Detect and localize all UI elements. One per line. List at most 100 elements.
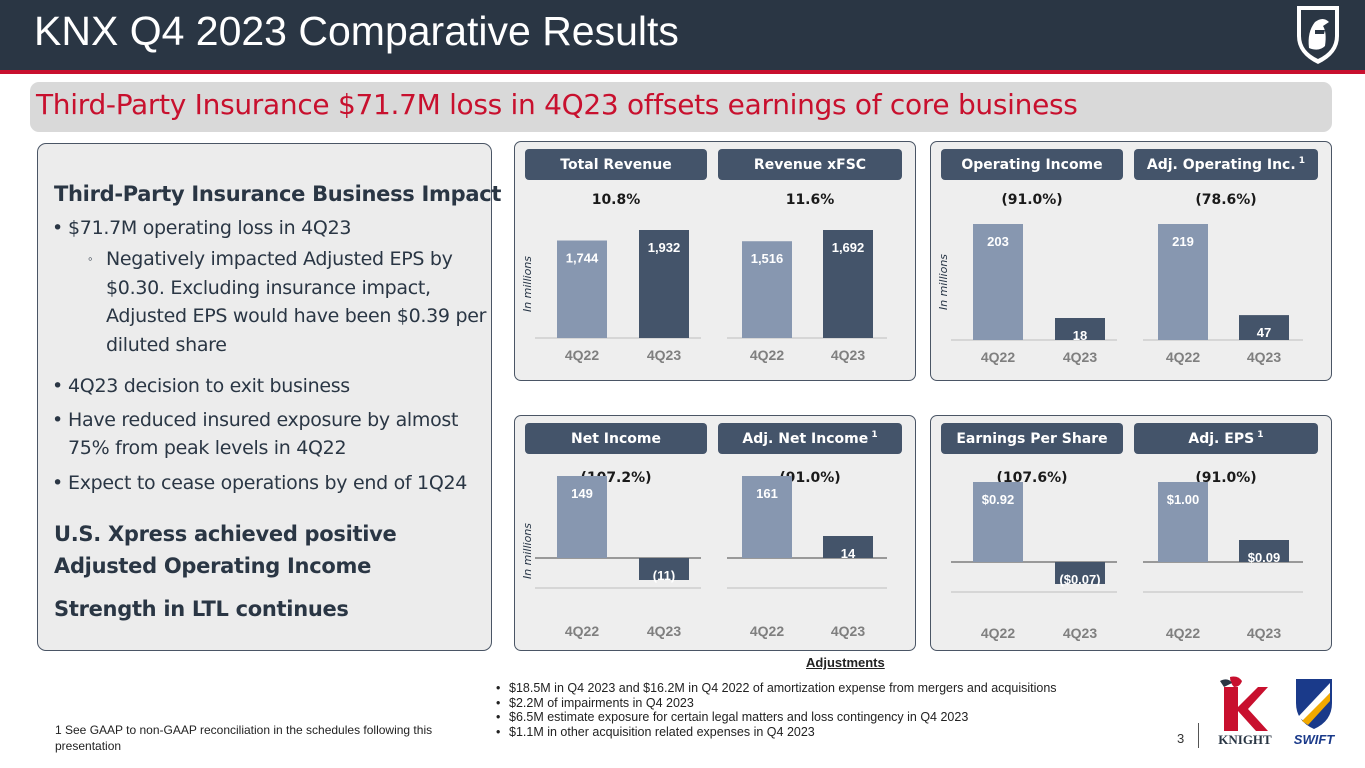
adj-operating-inc-header	[1134, 149, 1318, 180]
net-income-bar	[557, 476, 607, 558]
total-revenue-tick-label: 4Q22	[565, 347, 599, 363]
adj-eps-data-label: $1.00	[1167, 492, 1200, 507]
ltl-heading: Strength in LTL continues	[54, 597, 349, 621]
adj-operating-inc-tick-label: 4Q22	[1166, 349, 1200, 365]
net-income-bar	[639, 558, 689, 580]
operating-income-bar	[1055, 318, 1105, 340]
adjustment-item: $1.1M in other acquisition related expen…	[496, 725, 1057, 740]
adj-operating-inc-change: (78.6%)	[1195, 192, 1256, 208]
net-income-tick-label: 4Q22	[565, 623, 599, 639]
page-number: 3	[1177, 731, 1185, 746]
title-bar: KNX Q4 2023 Comparative Results	[0, 0, 1365, 70]
page-title: KNX Q4 2023 Comparative Results	[34, 8, 679, 54]
adjustments-title: Adjustments	[806, 655, 885, 670]
impact-heading: Third-Party Insurance Business Impact	[54, 182, 502, 206]
usx-heading: U.S. Xpress achieved positive Adjusted O…	[54, 522, 397, 578]
revenue-charts: In millions Total Revenue 10.8% 1,744 4Q22 1,…	[521, 149, 902, 363]
adj-operating-inc-bar	[1239, 315, 1289, 340]
bullet-reduced-exposure: Have reduced insured exposure by almost …	[52, 406, 483, 462]
adj-eps-tick-label: 4Q23	[1247, 625, 1281, 641]
adjustment-item: $6.5M estimate exposure for certain lega…	[496, 710, 1057, 725]
adj-eps-header	[1134, 423, 1318, 454]
adj-net-income-data-label: 14	[841, 546, 856, 561]
insurance-impact-panel: Third-Party Insurance Business Impact $7…	[37, 143, 501, 651]
adj-net-income-title: Adj. Net Income 1	[742, 430, 877, 447]
adj-eps-footnote-marker: 1	[1254, 430, 1263, 440]
total-revenue-data-label: 1,932	[648, 240, 681, 255]
subtitle-banner: Third-Party Insurance $71.7M loss in 4Q2…	[30, 82, 1332, 132]
y-axis-label: In millions	[521, 256, 534, 312]
adj-net-income-change: (91.0%)	[779, 470, 840, 486]
adj-operating-inc-tick-label: 4Q23	[1247, 349, 1281, 365]
earnings-per-share-tick-label: 4Q22	[981, 625, 1015, 641]
net-income-title: Net Income	[571, 431, 661, 447]
revenue-xfsc-header	[718, 149, 902, 180]
earnings-per-share-data-label: ($0.07)	[1059, 572, 1100, 587]
revenue-xfsc-bar	[823, 230, 873, 338]
total-revenue-header	[525, 149, 707, 180]
revenue-xfsc-data-label: 1,516	[751, 251, 784, 266]
net-income-data-label: (11)	[653, 568, 675, 583]
revenue-xfsc-tick-label: 4Q22	[750, 347, 784, 363]
adj-eps-bar	[1158, 482, 1208, 562]
total-revenue-change: 10.8%	[592, 192, 641, 208]
total-revenue-bar	[639, 230, 689, 338]
title-divider	[0, 70, 1365, 74]
operating-income-bar	[973, 224, 1023, 340]
sub-bullet-eps-impact: Negatively impacted Adjusted EPS by $0.3…	[106, 248, 487, 356]
adj-eps-bar	[1239, 540, 1289, 562]
total-revenue-tick-label: 4Q23	[647, 347, 681, 363]
adj-net-income-tick-label: 4Q23	[831, 623, 865, 639]
revenue-panel: In millions Total Revenue 10.8% 1,744 4Q22 1,…	[514, 141, 916, 381]
revenue-xfsc-tick-label: 4Q23	[831, 347, 865, 363]
operating-income-title: Operating Income	[961, 157, 1102, 173]
adj-eps-data-label: $0.09	[1248, 550, 1281, 565]
operating-income-tick-label: 4Q23	[1063, 349, 1097, 365]
bullet-cease-operations: Expect to cease operations by end of 1Q2…	[52, 469, 467, 497]
adj-net-income-bar	[823, 536, 873, 558]
earnings-per-share-header	[941, 423, 1123, 454]
adjustment-item: $2.2M of impairments in Q4 2023	[496, 696, 1057, 711]
revenue-xfsc-data-label: 1,692	[832, 240, 865, 255]
knight-logo-icon: KNIGHT	[1218, 676, 1272, 747]
revenue-xfsc-bar	[742, 241, 792, 338]
earnings-per-share-bar	[973, 482, 1023, 562]
adj-operating-inc-data-label: 47	[1257, 325, 1271, 340]
operating-income-header	[941, 149, 1123, 180]
eps-panel: Earnings Per Share (107.6%) $0.92 4Q22 ($0.0…	[930, 415, 1332, 651]
y-axis-label: In millions	[521, 523, 534, 579]
bullet-exit-decision: 4Q23 decision to exit business	[52, 372, 350, 400]
adjustment-item: $18.5M in Q4 2023 and $16.2M in Q4 2022 …	[496, 681, 1057, 696]
operating-income-tick-label: 4Q22	[981, 349, 1015, 365]
adj-operating-inc-title: Adj. Operating Inc. 1	[1147, 156, 1305, 173]
adjustments-list: $18.5M in Q4 2023 and $16.2M in Q4 2022 …	[496, 681, 1057, 739]
net-income-panel: In millions Net Income (107.2%) 149 4Q22 (11)…	[514, 415, 916, 651]
adj-net-income-header	[718, 423, 902, 454]
total-revenue-bar	[557, 240, 607, 338]
operating-income-change: (91.0%)	[1001, 192, 1062, 208]
adj-net-income-bar	[742, 476, 792, 558]
adj-net-income-footnote-marker: 1	[868, 430, 877, 440]
swift-logo-icon: SWIFT	[1294, 679, 1335, 747]
operating-income-data-label: 203	[987, 234, 1009, 249]
y-axis-label: In millions	[937, 254, 950, 310]
swift-logo-text: SWIFT	[1294, 732, 1335, 747]
revenue-xfsc-change: 11.6%	[786, 192, 835, 208]
page-number-divider	[1198, 723, 1199, 748]
earnings-per-share-tick-label: 4Q23	[1063, 625, 1097, 641]
revenue-xfsc-title: Revenue xFSC	[754, 157, 866, 173]
adj-eps-title: Adj. EPS 1	[1188, 430, 1263, 447]
adj-operating-inc-bar	[1158, 224, 1208, 340]
knight-helmet-logo-icon	[1297, 6, 1339, 64]
adj-net-income-tick-label: 4Q22	[750, 623, 784, 639]
net-income-tick-label: 4Q23	[647, 623, 681, 639]
sub-bullet-marker-icon: ◦	[88, 251, 93, 266]
operating-income-data-label: 18	[1073, 328, 1087, 343]
adj-eps-change: (91.0%)	[1195, 470, 1256, 486]
earnings-per-share-bar	[1055, 562, 1105, 584]
net-income-data-label: 149	[571, 486, 593, 501]
total-revenue-title: Total Revenue	[560, 157, 671, 173]
knight-logo-text: KNIGHT	[1218, 732, 1272, 747]
adj-eps-tick-label: 4Q22	[1166, 625, 1200, 641]
